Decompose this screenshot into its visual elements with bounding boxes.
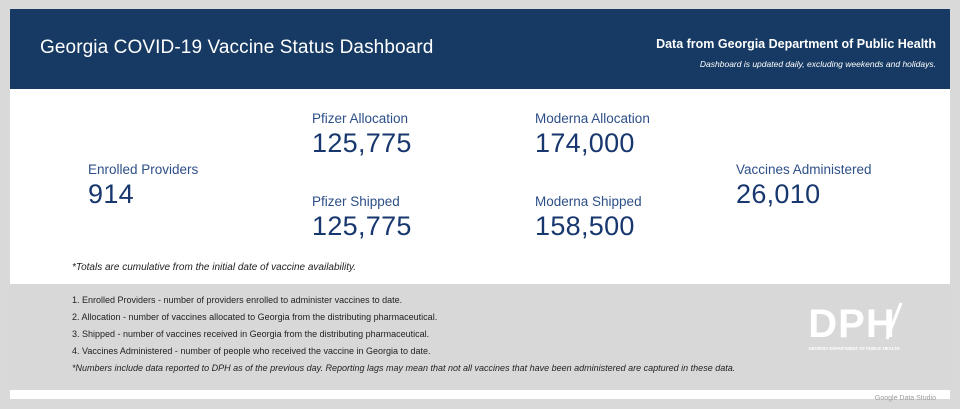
- dph-logo-caption: GEORGIA DEPARTMENT OF PUBLIC HEALTH: [808, 346, 899, 351]
- metric-vaccines-administered: Vaccines Administered 26,010: [736, 162, 872, 210]
- metric-value: 174,000: [535, 128, 635, 158]
- dph-logo-icon: DPH GEORGIA DEPARTMENT OF PUBLIC HEALTH: [808, 302, 903, 351]
- reporting-lag-note: *Numbers include data reported to DPH as…: [72, 363, 736, 373]
- metric-value: 26,010: [736, 179, 821, 209]
- definition-note: 1. Enrolled Providers - number of provid…: [72, 295, 403, 305]
- definition-note: 3. Shipped - number of vaccines received…: [72, 329, 430, 339]
- metric-label: Enrolled Providers: [88, 162, 199, 177]
- metric-label: Pfizer Allocation: [312, 111, 409, 126]
- cumulative-footnote: *Totals are cumulative from the initial …: [72, 262, 357, 273]
- metric-moderna-allocation: Moderna Allocation 174,000: [535, 111, 650, 159]
- metric-value: 125,775: [312, 211, 412, 241]
- metric-label: Moderna Shipped: [535, 194, 642, 209]
- metric-value: 125,775: [312, 128, 412, 158]
- definitions-panel: 1. Enrolled Providers - number of provid…: [10, 284, 950, 390]
- google-data-studio-watermark[interactable]: Google Data Studio: [874, 395, 936, 402]
- data-source-text: Data from Georgia Department of Public H…: [656, 37, 936, 51]
- dph-logo-letters: DPH: [808, 302, 895, 346]
- metric-enrolled-providers: Enrolled Providers 914: [88, 162, 198, 210]
- metric-label: Moderna Allocation: [535, 111, 650, 126]
- metric-label: Pfizer Shipped: [312, 194, 400, 209]
- metric-moderna-shipped: Moderna Shipped 158,500: [535, 194, 642, 242]
- metric-label: Vaccines Administered: [736, 162, 872, 177]
- definition-note: 4. Vaccines Administered - number of peo…: [72, 346, 431, 356]
- metric-pfizer-shipped: Pfizer Shipped 125,775: [312, 194, 412, 242]
- metric-pfizer-allocation: Pfizer Allocation 125,775: [312, 111, 412, 159]
- dashboard-report: Georgia COVID-19 Vaccine Status Dashboar…: [10, 9, 950, 402]
- definition-note: 2. Allocation - number of vaccines alloc…: [72, 312, 438, 322]
- metric-value: 914: [88, 179, 134, 209]
- dashboard-title: Georgia COVID-19 Vaccine Status Dashboar…: [40, 37, 434, 58]
- update-frequency-text: Dashboard is updated daily, excluding we…: [699, 59, 936, 69]
- metric-value: 158,500: [535, 211, 635, 241]
- dashboard-header: Georgia COVID-19 Vaccine Status Dashboar…: [10, 9, 950, 89]
